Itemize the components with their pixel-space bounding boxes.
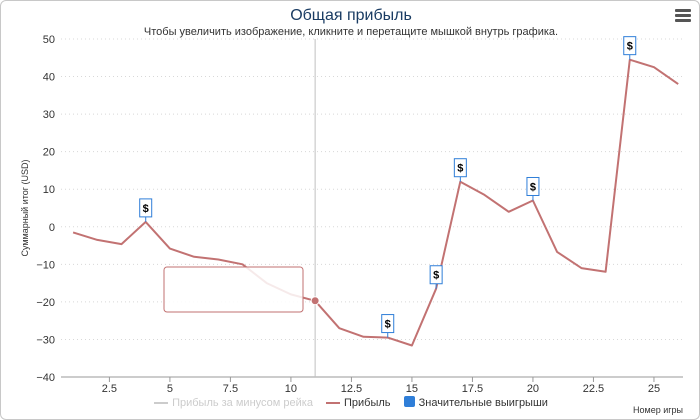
big-win-flag[interactable]: $: [429, 265, 443, 289]
hamburger-menu-icon[interactable]: [675, 9, 691, 23]
x-tick-label: 22.5: [583, 383, 604, 395]
legend-item-profit[interactable]: Прибыль: [326, 397, 391, 409]
chart-title: Общая прибыль: [290, 7, 412, 24]
y-tick-label: −20: [36, 297, 55, 309]
chart-subtitle: Чтобы увеличить изображение, кликните и …: [143, 26, 559, 38]
legend: Прибыль за минусом рейка Прибыль Значите…: [1, 396, 699, 409]
big-win-flag[interactable]: $: [623, 36, 637, 60]
x-axis-label: Номер игры: [633, 405, 683, 415]
legend-line-swatch: [326, 402, 340, 405]
x-tick-label: 12.5: [341, 383, 362, 395]
profit-series-line: [72, 58, 679, 347]
legend-line-swatch: [154, 402, 169, 405]
tooltip-box: [163, 266, 304, 313]
x-tick-label: 20: [527, 383, 539, 395]
y-tick-label: 50: [43, 34, 55, 46]
y-tick-label: 0: [49, 222, 55, 234]
flag-box: [623, 36, 637, 56]
y-tick-label: −40: [36, 372, 55, 384]
y-tick-label: 10: [43, 184, 55, 196]
x-tick-label: 17.5: [462, 383, 483, 395]
x-tick-label: 10: [285, 383, 297, 395]
big-win-flag[interactable]: $: [381, 314, 395, 338]
flag-label: $: [385, 319, 391, 331]
flag-label: $: [627, 41, 633, 53]
flag-label: $: [457, 163, 463, 175]
flag-box: [453, 158, 467, 178]
x-tick-label: 25: [648, 383, 660, 395]
legend-box-swatch: [403, 396, 415, 407]
flag-box: [526, 176, 540, 196]
y-axis-title: Суммарный итог (USD): [20, 159, 30, 256]
x-tick-label: 7.5: [223, 383, 238, 395]
y-tick-label: 20: [43, 147, 55, 159]
y-tick-label: 30: [43, 109, 55, 121]
flag-box: [381, 314, 395, 334]
flag-label: $: [143, 203, 149, 215]
flag-box: [429, 265, 443, 285]
x-tick-label: 15: [406, 383, 418, 395]
flag-label: $: [530, 181, 536, 193]
y-tick-label: −30: [36, 334, 55, 346]
y-tick-label: −10: [36, 259, 55, 271]
x-tick-label: 5: [167, 383, 173, 395]
y-tick-label: 40: [43, 72, 55, 84]
big-win-flag[interactable]: $: [139, 198, 153, 222]
flag-box: [139, 198, 153, 218]
big-win-flag[interactable]: $: [453, 158, 467, 182]
x-tick-label: 2.5: [102, 383, 117, 395]
legend-item-profit-minus-rake[interactable]: Прибыль за минусом рейка: [154, 397, 313, 409]
legend-item-big-wins[interactable]: Значительные выигрыши: [403, 396, 548, 409]
big-win-flag[interactable]: $: [526, 176, 540, 201]
flag-label: $: [433, 270, 439, 282]
highlight-point: [310, 296, 320, 306]
